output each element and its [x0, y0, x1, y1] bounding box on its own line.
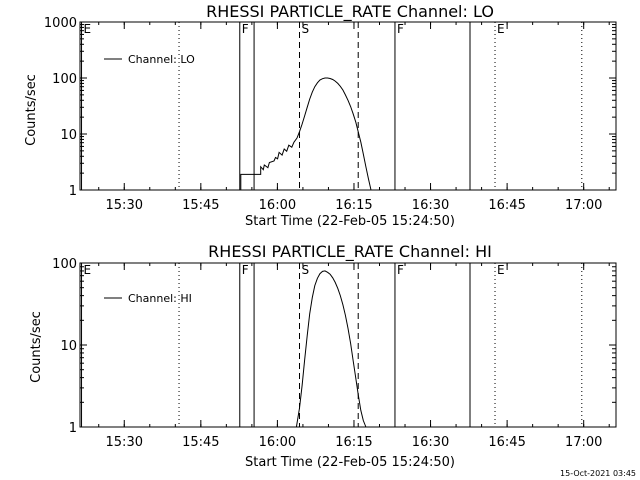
chart-title: RHESSI PARTICLE_RATE Channel: HI [208, 242, 492, 262]
x-tick-label: 16:00 [259, 435, 296, 450]
panel-hi: RHESSI PARTICLE_RATE Channel: HI Counts/… [29, 242, 617, 470]
x-tick-label: 16:30 [412, 435, 449, 450]
footer-timestamp: 15-Oct-2021 03:45 [560, 469, 636, 478]
plot-frame [79, 262, 617, 428]
series-lines [295, 270, 367, 428]
x-tick-label: 16:45 [488, 198, 525, 213]
y-tick-label: 1000 [44, 16, 77, 31]
x-tick-label: 16:45 [488, 435, 525, 450]
x-tick-label: 15:45 [182, 435, 219, 450]
marker-label: F [397, 263, 404, 277]
series-line [295, 270, 367, 428]
marker-label: E [84, 263, 92, 277]
legend-label: Channel: HI [128, 292, 192, 305]
y-tick-label: 100 [52, 257, 77, 272]
x-tick-label: 16:15 [335, 435, 372, 450]
legend-label: Channel: LO [128, 53, 195, 66]
marker-label: E [84, 22, 92, 36]
x-tick-label: 15:45 [182, 198, 219, 213]
marker-label: F [397, 22, 404, 36]
panel-lo: RHESSI PARTICLE_RATE Channel: LO Counts/… [24, 2, 617, 229]
x-tick-label: 16:30 [412, 198, 449, 213]
axes: 15:30 15:45 16:00 16:15 16:30 16:45 17:00 1 10 10… [52, 257, 617, 450]
marker-label: F [242, 263, 249, 277]
y-axis-label: Counts/sec [24, 74, 39, 146]
x-axis-label: Start Time (22-Feb-05 15:24:50) [245, 455, 455, 470]
y-tick-label: 10 [60, 128, 77, 143]
y-tick-label: 100 [52, 72, 77, 87]
axes: 15:30 15:45 16:00 16:15 16:30 16:45 17:00 1 10 10… [44, 16, 617, 213]
marker-label: E [497, 263, 505, 277]
y-tick-label: 1 [69, 421, 77, 436]
marker-label: E [497, 22, 505, 36]
x-tick-label: 15:30 [106, 435, 143, 450]
marker-label: S [302, 263, 310, 277]
legend: Channel: LO [104, 53, 195, 66]
series-lines [240, 77, 372, 191]
x-tick-label: 17:00 [565, 435, 602, 450]
plot-frame [79, 21, 617, 191]
marker-label: S [302, 22, 310, 36]
chart-title: RHESSI PARTICLE_RATE Channel: LO [206, 2, 494, 22]
x-tick-label: 16:15 [335, 198, 372, 213]
legend: Channel: HI [104, 292, 192, 305]
x-tick-label: 17:00 [565, 198, 602, 213]
x-tick-label: 15:30 [106, 198, 143, 213]
y-tick-label: 10 [60, 339, 77, 354]
marker-label: F [242, 22, 249, 36]
y-tick-label: 1 [69, 184, 77, 199]
series-line [240, 77, 372, 191]
x-tick-label: 16:00 [259, 198, 296, 213]
x-axis-label: Start Time (22-Feb-05 15:24:50) [245, 214, 455, 229]
y-axis-label: Counts/sec [29, 311, 44, 383]
